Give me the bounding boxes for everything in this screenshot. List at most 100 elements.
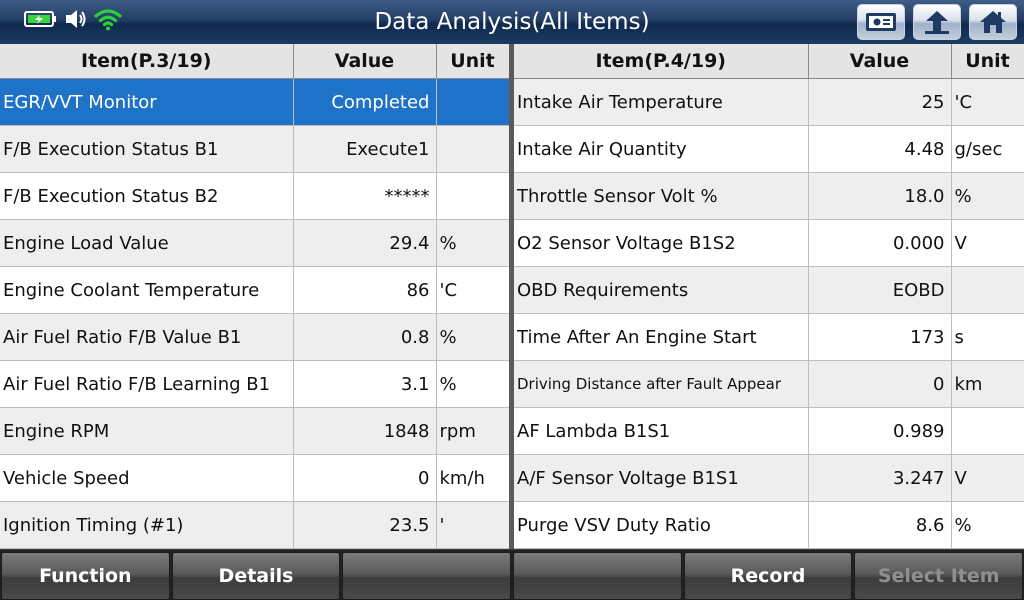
item-name: Time After An Engine Start	[514, 313, 809, 361]
table-row[interactable]: Engine Coolant Temperature 86 'C	[0, 266, 510, 314]
table-row[interactable]: Driving Distance after Fault Appear 0 km	[514, 360, 1024, 408]
item-name: Throttle Sensor Volt %	[514, 172, 809, 220]
record-button[interactable]: Record	[683, 552, 853, 600]
table-row[interactable]: Engine Load Value 29.4 %	[0, 219, 510, 267]
speaker-icon	[64, 8, 88, 34]
item-unit	[436, 125, 510, 173]
table-row[interactable]: Air Fuel Ratio F/B Learning B1 3.1 %	[0, 360, 510, 408]
column-header-item: Item(P.4/19)	[514, 44, 809, 79]
battery-charging-icon	[24, 10, 58, 32]
item-value: Execute1	[293, 125, 437, 173]
column-header-item: Item(P.3/19)	[0, 44, 294, 79]
item-name: Engine RPM	[0, 407, 294, 455]
left-data-table: Item(P.3/19) Value Unit EGR/VVT Monitor …	[0, 44, 510, 549]
back-button[interactable]	[913, 4, 961, 40]
item-value: Completed	[293, 78, 437, 126]
item-name: Air Fuel Ratio F/B Value B1	[0, 313, 294, 361]
table-header-row: Item(P.3/19) Value Unit	[0, 44, 510, 79]
column-header-unit: Unit	[951, 44, 1024, 79]
item-value: 23.5	[293, 501, 437, 549]
item-value: 3.247	[808, 454, 952, 502]
item-name: Driving Distance after Fault Appear	[514, 360, 809, 408]
item-value: 86	[293, 266, 437, 314]
empty-button-1[interactable]	[342, 552, 512, 600]
table-row[interactable]: Ignition Timing (#1) 23.5 '	[0, 501, 510, 549]
function-button[interactable]: Function	[1, 552, 170, 600]
item-unit: km/h	[436, 454, 510, 502]
table-row[interactable]: Air Fuel Ratio F/B Value B1 0.8 %	[0, 313, 510, 361]
table-row[interactable]: Intake Air Temperature 25 'C	[514, 78, 1024, 126]
item-unit	[951, 266, 1024, 314]
column-header-value: Value	[808, 44, 952, 79]
table-header-row: Item(P.4/19) Value Unit	[514, 44, 1024, 79]
table-row[interactable]: F/B Execution Status B1 Execute1	[0, 125, 510, 173]
home-button[interactable]	[969, 4, 1017, 40]
item-name: Ignition Timing (#1)	[0, 501, 294, 549]
item-value: *****	[293, 172, 437, 220]
table-row[interactable]: AF Lambda B1S1 0.989	[514, 407, 1024, 455]
item-unit	[436, 172, 510, 220]
item-name: F/B Execution Status B1	[0, 125, 294, 173]
table-divider	[509, 44, 514, 549]
item-name: Engine Coolant Temperature	[0, 266, 294, 314]
item-unit: %	[951, 172, 1024, 220]
table-row[interactable]: Engine RPM 1848 rpm	[0, 407, 510, 455]
item-value: 0	[293, 454, 437, 502]
wifi-icon	[94, 7, 122, 35]
home-icon	[978, 9, 1008, 35]
item-unit: %	[436, 360, 510, 408]
item-unit: V	[951, 454, 1024, 502]
item-name: Engine Load Value	[0, 219, 294, 267]
screenshot-button[interactable]	[857, 4, 905, 40]
item-name: F/B Execution Status B2	[0, 172, 294, 220]
item-unit: 'C	[951, 78, 1024, 126]
item-value: 173	[808, 313, 952, 361]
details-button[interactable]: Details	[171, 552, 341, 600]
item-name: Intake Air Quantity	[514, 125, 809, 173]
item-name: Air Fuel Ratio F/B Learning B1	[0, 360, 294, 408]
item-unit: V	[951, 219, 1024, 267]
table-row[interactable]: Vehicle Speed 0 km/h	[0, 454, 510, 502]
table-row[interactable]: O2 Sensor Voltage B1S2 0.000 V	[514, 219, 1024, 267]
item-value: 1848	[293, 407, 437, 455]
item-unit	[436, 78, 510, 126]
select-item-button[interactable]: Select Item	[854, 552, 1024, 600]
item-unit: g/sec	[951, 125, 1024, 173]
item-unit: s	[951, 313, 1024, 361]
item-unit: %	[951, 501, 1024, 549]
item-unit: '	[436, 501, 510, 549]
table-row[interactable]: F/B Execution Status B2 *****	[0, 172, 510, 220]
table-row[interactable]: A/F Sensor Voltage B1S1 3.247 V	[514, 454, 1024, 502]
item-name: OBD Requirements	[514, 266, 809, 314]
item-value: 3.1	[293, 360, 437, 408]
table-row[interactable]: OBD Requirements EOBD	[514, 266, 1024, 314]
status-icons	[24, 9, 122, 33]
screenshot-icon	[864, 10, 898, 34]
item-unit: 'C	[436, 266, 510, 314]
table-row[interactable]: Intake Air Quantity 4.48 g/sec	[514, 125, 1024, 173]
item-name: Vehicle Speed	[0, 454, 294, 502]
column-header-value: Value	[293, 44, 437, 79]
item-value: 8.6	[808, 501, 952, 549]
item-name: A/F Sensor Voltage B1S1	[514, 454, 809, 502]
item-unit	[951, 407, 1024, 455]
item-unit: %	[436, 313, 510, 361]
item-name: EGR/VVT Monitor	[0, 78, 294, 126]
item-name: Intake Air Temperature	[514, 78, 809, 126]
function-bar: Function Details Record Select Item	[0, 550, 1024, 600]
item-value: 0	[808, 360, 952, 408]
table-row[interactable]: EGR/VVT Monitor Completed	[0, 78, 510, 126]
item-value: 0.989	[808, 407, 952, 455]
back-icon	[922, 9, 952, 35]
item-name: O2 Sensor Voltage B1S2	[514, 219, 809, 267]
table-row[interactable]: Throttle Sensor Volt % 18.0 %	[514, 172, 1024, 220]
item-value: EOBD	[808, 266, 952, 314]
item-name: Purge VSV Duty Ratio	[514, 501, 809, 549]
item-name: AF Lambda B1S1	[514, 407, 809, 455]
item-value: 18.0	[808, 172, 952, 220]
table-row[interactable]: Time After An Engine Start 173 s	[514, 313, 1024, 361]
table-row[interactable]: Purge VSV Duty Ratio 8.6 %	[514, 501, 1024, 549]
item-unit: rpm	[436, 407, 510, 455]
empty-button-2[interactable]	[513, 552, 682, 600]
item-value: 0.8	[293, 313, 437, 361]
